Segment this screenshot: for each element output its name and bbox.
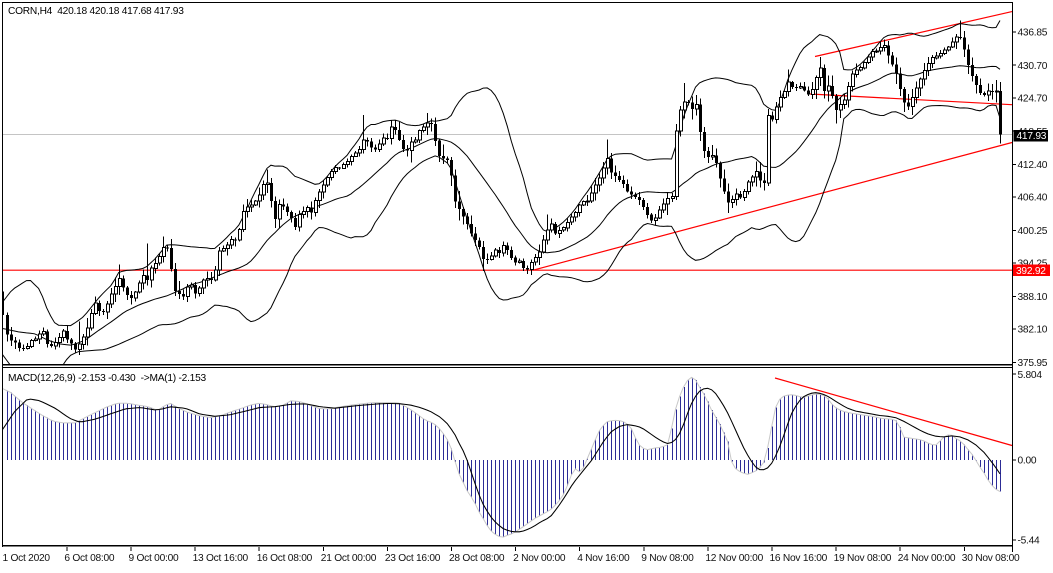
svg-text:382.10: 382.10: [1018, 325, 1048, 336]
svg-text:394.25: 394.25: [1018, 259, 1048, 270]
svg-text:16 Nov 16:00: 16 Nov 16:00: [770, 553, 828, 564]
svg-text:28 Oct 08:00: 28 Oct 08:00: [449, 553, 505, 564]
svg-text:16 Oct 08:00: 16 Oct 08:00: [257, 553, 313, 564]
svg-text:4 Nov 16:00: 4 Nov 16:00: [577, 553, 630, 564]
svg-text:430.70: 430.70: [1018, 61, 1048, 72]
svg-text:424.70: 424.70: [1018, 93, 1048, 104]
svg-text:19 Nov 08:00: 19 Nov 08:00: [834, 553, 892, 564]
svg-text:21 Oct 00:00: 21 Oct 00:00: [321, 553, 377, 564]
svg-text:12 Nov 00:00: 12 Nov 00:00: [705, 553, 763, 564]
svg-text:9 Nov 08:00: 9 Nov 08:00: [641, 553, 694, 564]
svg-text:2 Nov 00:00: 2 Nov 00:00: [513, 553, 566, 564]
svg-text:417.93: 417.93: [1017, 131, 1047, 142]
svg-text:5.804: 5.804: [1018, 370, 1043, 381]
svg-text:30 Nov 08:00: 30 Nov 08:00: [962, 553, 1020, 564]
svg-text:23 Oct 16:00: 23 Oct 16:00: [385, 553, 441, 564]
svg-text:1 Oct 2020: 1 Oct 2020: [3, 553, 51, 564]
svg-text:9 Oct 00:00: 9 Oct 00:00: [129, 553, 180, 564]
svg-text:0.00: 0.00: [1018, 455, 1037, 466]
svg-text:CORN,H4 420.18 420.18 417.68: CORN,H4 420.18 420.18 417.68 417.93: [8, 6, 184, 17]
svg-text:24 Nov 00:00: 24 Nov 00:00: [898, 553, 956, 564]
svg-text:400.25: 400.25: [1018, 226, 1048, 237]
svg-text:436.85: 436.85: [1018, 28, 1048, 39]
svg-text:388.10: 388.10: [1018, 292, 1048, 303]
svg-text:375.95: 375.95: [1018, 358, 1048, 369]
svg-text:-5.44: -5.44: [1018, 536, 1041, 547]
svg-text:392.92: 392.92: [1016, 266, 1046, 277]
svg-text:406.40: 406.40: [1018, 193, 1048, 204]
svg-text:13 Oct 16:00: 13 Oct 16:00: [193, 553, 249, 564]
svg-text:6 Oct 08:00: 6 Oct 08:00: [64, 553, 115, 564]
svg-text:412.40: 412.40: [1018, 160, 1048, 171]
svg-text:MACD(12,26,9) -2.153 -0.430 -: MACD(12,26,9) -2.153 -0.430 ->MA(1) -2.1…: [8, 373, 206, 384]
